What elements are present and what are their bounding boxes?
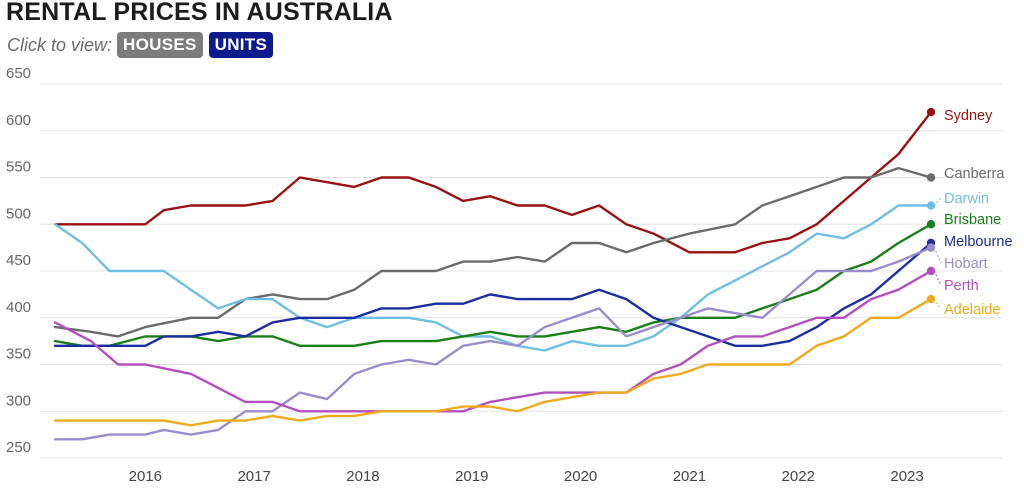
y-tick-label: 550 (6, 159, 31, 176)
leader-adelaide (933, 298, 942, 310)
series-label-darwin: Darwin (944, 191, 989, 207)
y-tick-label: 300 (6, 392, 31, 409)
y-tick-label: 450 (6, 252, 31, 269)
y-tick-label: 650 (6, 65, 31, 82)
series-label-melbourne: Melbourne (944, 234, 1013, 250)
y-tick-label: 250 (6, 439, 31, 456)
units-button[interactable]: UNITS (208, 32, 274, 58)
leader-perth (933, 270, 942, 286)
x-tick-label: 2016 (129, 468, 162, 485)
x-tick-label: 2018 (346, 468, 379, 485)
series-label-hobart: Hobart (944, 256, 988, 272)
series-line-adelaide (53, 297, 933, 427)
x-tick-label: 2023 (890, 468, 923, 485)
y-tick-label: 600 (6, 112, 31, 129)
x-tick-label: 2021 (673, 468, 706, 485)
x-tick-label: 2022 (782, 468, 815, 485)
series-line-canberra (53, 166, 933, 338)
leader-darwin (933, 197, 942, 206)
series-label-adelaide: Adelaide (944, 302, 1000, 318)
leader-hobart (933, 247, 942, 264)
series-label-canberra: Canberra (944, 166, 1005, 182)
series-label-sydney: Sydney (944, 108, 993, 124)
series-label-brisbane: Brisbane (944, 212, 1001, 228)
chart-title: RENTAL PRICES IN AUSTRALIA (6, 0, 393, 26)
y-tick-label: 500 (6, 205, 31, 222)
series-line-melbourne (53, 241, 933, 347)
y-tick-label: 350 (6, 346, 31, 363)
x-tick-label: 2019 (455, 468, 488, 485)
end-point-hobart (926, 243, 936, 252)
view-toggle: Click to view: HOUSES UNITS (7, 31, 279, 59)
end-point-brisbane (926, 220, 936, 229)
houses-button[interactable]: HOUSES (117, 32, 203, 58)
series-line-perth (53, 269, 933, 413)
end-point-sydney (926, 107, 936, 117)
y-tick-label: 400 (6, 299, 31, 316)
end-point-darwin (926, 201, 936, 210)
series-line-sydney (53, 110, 933, 254)
series-line-hobart (53, 246, 933, 441)
x-tick-label: 2017 (237, 468, 270, 485)
x-tick-label: 2020 (564, 468, 597, 485)
series-line-darwin (53, 204, 933, 352)
series-label-perth: Perth (944, 278, 979, 294)
toggle-prompt: Click to view: (7, 34, 113, 55)
end-point-adelaide (926, 294, 936, 304)
end-point-perth (926, 266, 936, 276)
end-point-canberra (926, 173, 936, 182)
